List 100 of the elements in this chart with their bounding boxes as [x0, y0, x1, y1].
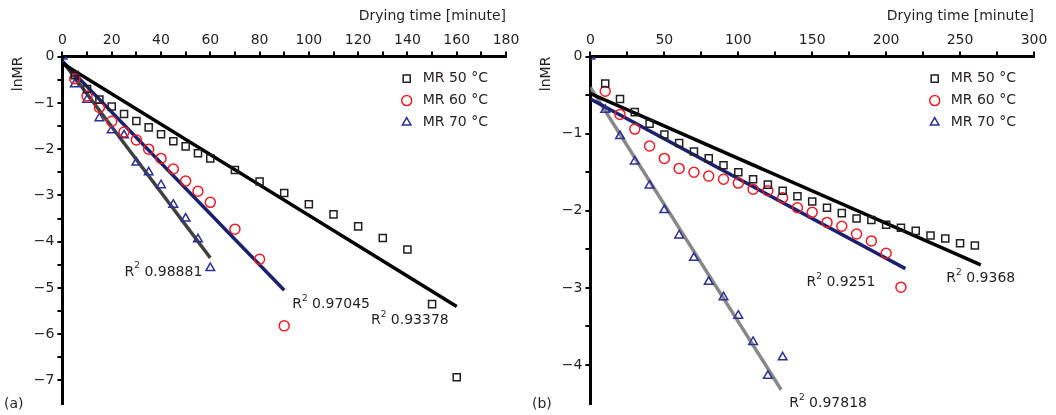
point [955, 238, 965, 248]
point [926, 231, 935, 240]
x-tick-label: 160 [443, 30, 471, 47]
point [614, 108, 626, 121]
x-tick-label: 60 [201, 30, 220, 47]
point [734, 167, 743, 177]
point [279, 188, 289, 198]
point [911, 226, 920, 236]
point [688, 252, 700, 262]
point [179, 175, 192, 187]
x-tick-label: 140 [394, 30, 421, 47]
point [167, 163, 180, 175]
point [82, 84, 92, 94]
point [777, 351, 788, 361]
point [702, 170, 715, 182]
point [880, 247, 892, 259]
x-tick-label: 20 [102, 30, 121, 47]
point [142, 143, 155, 155]
point [169, 136, 178, 146]
point [629, 123, 641, 135]
point [895, 281, 907, 293]
point [230, 165, 240, 175]
point [452, 372, 461, 382]
point [970, 241, 980, 250]
point [156, 130, 166, 139]
point [629, 155, 640, 165]
point [717, 173, 730, 185]
point [850, 228, 863, 240]
point [732, 177, 745, 189]
point [615, 94, 625, 104]
text: (b) [532, 394, 552, 411]
point [762, 185, 774, 197]
point [762, 370, 773, 380]
point [852, 214, 861, 223]
legend-label: MR 70 °C [950, 113, 1017, 130]
point [881, 220, 891, 229]
point [93, 101, 106, 114]
point [630, 107, 640, 117]
point [600, 104, 611, 114]
point [718, 291, 729, 301]
point [822, 203, 832, 213]
point [94, 112, 105, 122]
point [229, 223, 241, 235]
point [658, 152, 671, 165]
point [206, 154, 215, 163]
point [659, 204, 670, 214]
point [353, 222, 363, 231]
point [105, 115, 118, 128]
point [644, 179, 655, 189]
point [865, 235, 878, 247]
point [674, 138, 684, 148]
point [614, 130, 626, 140]
x-tick-label: 250 [946, 30, 974, 47]
point [748, 174, 758, 184]
legend-label: MR 60 °C [422, 91, 489, 108]
point [69, 78, 80, 88]
y-tick-label: −4 [33, 232, 55, 249]
point [704, 154, 714, 163]
point [107, 102, 117, 111]
point [688, 166, 700, 179]
legend-label: MR 70 °C [422, 113, 489, 130]
point [793, 191, 802, 201]
y-tick-label: −1 [561, 124, 583, 141]
y-tick-label: −2 [561, 201, 583, 218]
point [95, 95, 104, 104]
y-tick-label: −3 [33, 186, 55, 203]
y-tick-label: −3 [561, 278, 583, 295]
point [168, 198, 179, 208]
y-tick-label: −2 [33, 139, 55, 156]
y-tick-label: −6 [33, 324, 55, 341]
point [689, 147, 699, 156]
point [253, 253, 266, 265]
x-tick-label: 120 [344, 30, 372, 47]
point [733, 309, 744, 319]
point [747, 183, 759, 195]
x-tick-label: 80 [250, 30, 269, 47]
legend-label: MR 60 °C [950, 91, 1017, 108]
point [674, 229, 685, 239]
x-axis-title: Drying time [minute] [358, 7, 506, 24]
point [896, 223, 906, 233]
y-axis-title: lnMR [9, 56, 26, 92]
point [144, 123, 153, 132]
point [192, 185, 204, 197]
point [143, 166, 154, 176]
point [703, 276, 714, 286]
point [69, 73, 81, 85]
point [600, 79, 610, 88]
point [204, 196, 217, 209]
y-tick-label: 0 [45, 47, 55, 64]
point [763, 180, 773, 189]
x-tick-label: 200 [872, 30, 900, 47]
x-tick-label: 150 [798, 30, 826, 47]
point [255, 177, 264, 186]
x-tick-label: 0 [585, 30, 595, 47]
point [205, 262, 216, 272]
point [278, 320, 290, 332]
point [193, 149, 203, 158]
point [119, 109, 129, 119]
point [131, 156, 142, 166]
point [329, 210, 338, 219]
